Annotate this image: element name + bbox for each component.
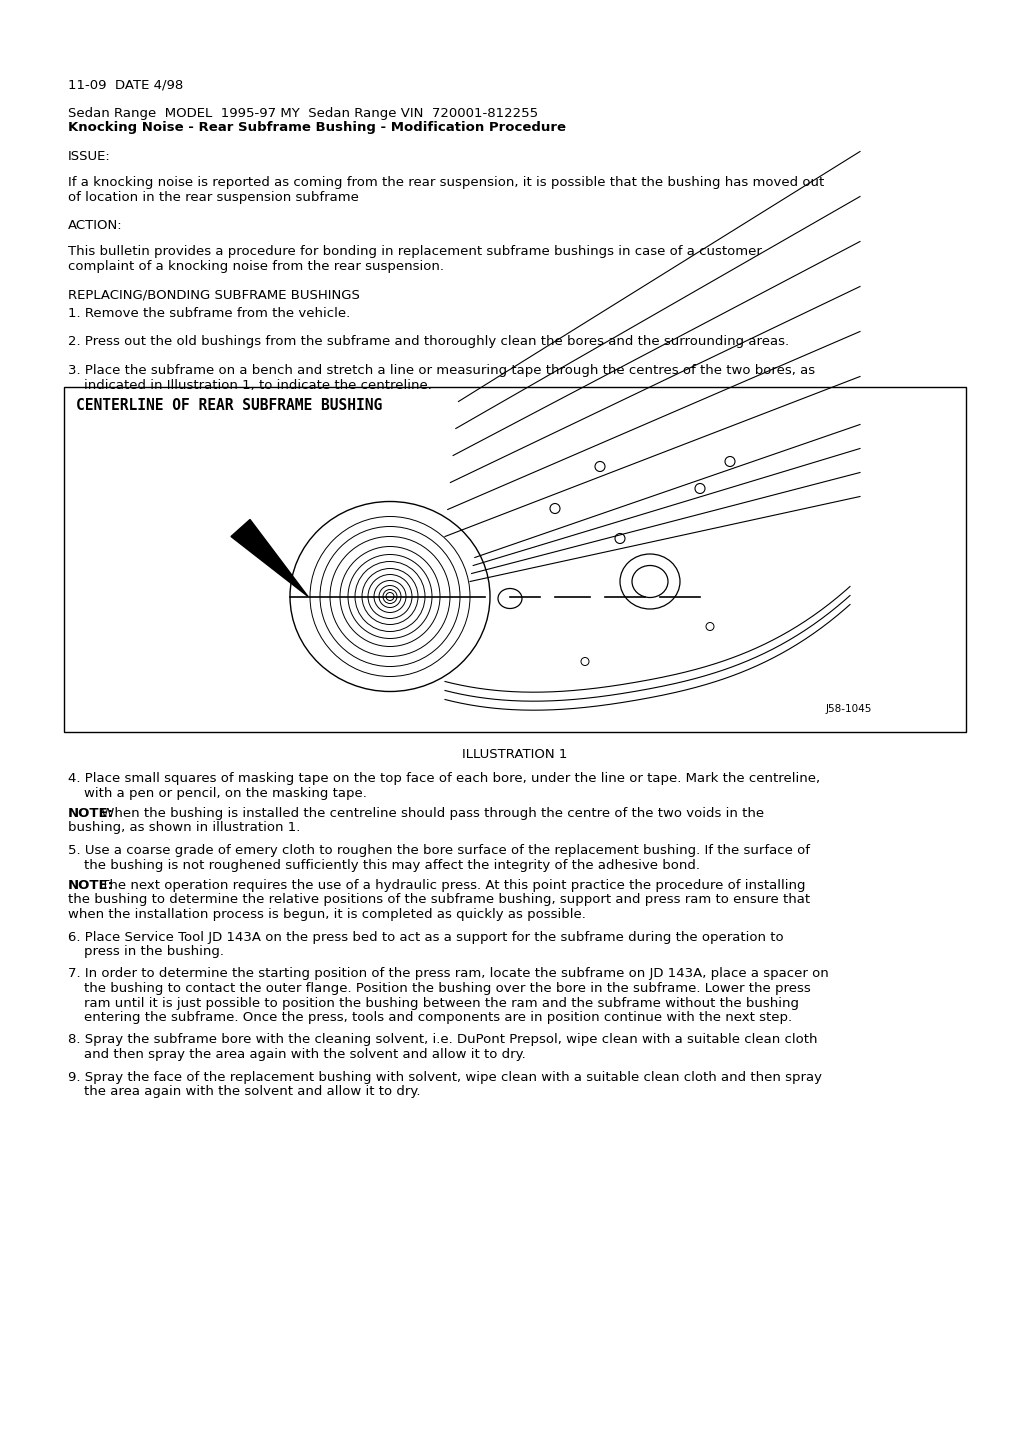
- Text: 8. Spray the subframe bore with the cleaning solvent, i.e. DuPont Prepsol, wipe : 8. Spray the subframe bore with the clea…: [68, 1033, 816, 1046]
- Text: 6. Place Service Tool JD 143A on the press bed to act as a support for the subfr: 6. Place Service Tool JD 143A on the pre…: [68, 931, 783, 944]
- Text: 4. Place small squares of masking tape on the top face of each bore, under the l: 4. Place small squares of masking tape o…: [68, 772, 819, 785]
- Text: 2. Press out the old bushings from the subframe and thoroughly clean the bores a: 2. Press out the old bushings from the s…: [68, 336, 789, 349]
- Text: 1. Remove the subframe from the vehicle.: 1. Remove the subframe from the vehicle.: [68, 307, 350, 320]
- Text: the bushing to determine the relative positions of the subframe bushing, support: the bushing to determine the relative po…: [68, 893, 809, 906]
- Text: and then spray the area again with the solvent and allow it to dry.: and then spray the area again with the s…: [84, 1048, 525, 1061]
- Text: 3. Place the subframe on a bench and stretch a line or measuring tape through th: 3. Place the subframe on a bench and str…: [68, 364, 814, 377]
- Text: This bulletin provides a procedure for bonding in replacement subframe bushings : This bulletin provides a procedure for b…: [68, 245, 761, 258]
- Text: 9. Spray the face of the replacement bushing with solvent, wipe clean with a sui: 9. Spray the face of the replacement bus…: [68, 1071, 821, 1084]
- Text: Sedan Range  MODEL  1995-97 MY  Sedan Range VIN  720001-812255: Sedan Range MODEL 1995-97 MY Sedan Range…: [68, 107, 538, 120]
- Text: press in the bushing.: press in the bushing.: [84, 945, 224, 958]
- Text: when the installation process is begun, it is completed as quickly as possible.: when the installation process is begun, …: [68, 908, 585, 921]
- Text: ISSUE:: ISSUE:: [68, 150, 111, 163]
- Polygon shape: [230, 519, 308, 596]
- Text: indicated in Illustration 1, to indicate the centreline.: indicated in Illustration 1, to indicate…: [84, 378, 431, 391]
- Text: CENTERLINE OF REAR SUBFRAME BUSHING: CENTERLINE OF REAR SUBFRAME BUSHING: [76, 398, 382, 414]
- Text: 11-09  DATE 4/98: 11-09 DATE 4/98: [68, 78, 183, 91]
- Bar: [64, 387, 965, 732]
- Text: Knocking Noise - Rear Subframe Bushing - Modification Procedure: Knocking Noise - Rear Subframe Bushing -…: [68, 121, 566, 134]
- Text: ACTION:: ACTION:: [68, 219, 122, 232]
- Text: The next operation requires the use of a hydraulic press. At this point practice: The next operation requires the use of a…: [98, 879, 805, 892]
- Text: NOTE:: NOTE:: [68, 807, 114, 820]
- Text: ILLUSTRATION 1: ILLUSTRATION 1: [462, 747, 568, 760]
- Text: the bushing is not roughened sufficiently this may affect the integrity of the a: the bushing is not roughened sufficientl…: [84, 859, 699, 872]
- Text: entering the subframe. Once the press, tools and components are in position cont: entering the subframe. Once the press, t…: [84, 1012, 792, 1025]
- Text: complaint of a knocking noise from the rear suspension.: complaint of a knocking noise from the r…: [68, 260, 443, 273]
- Text: When the bushing is installed the centreline should pass through the centre of t: When the bushing is installed the centre…: [98, 807, 764, 820]
- Text: 5. Use a coarse grade of emery cloth to roughen the bore surface of the replacem: 5. Use a coarse grade of emery cloth to …: [68, 844, 809, 857]
- Text: REPLACING/BONDING SUBFRAME BUSHINGS: REPLACING/BONDING SUBFRAME BUSHINGS: [68, 289, 360, 302]
- Text: of location in the rear suspension subframe: of location in the rear suspension subfr…: [68, 190, 359, 203]
- Text: with a pen or pencil, on the masking tape.: with a pen or pencil, on the masking tap…: [84, 786, 367, 799]
- Text: bushing, as shown in illustration 1.: bushing, as shown in illustration 1.: [68, 821, 300, 834]
- Text: NOTE:: NOTE:: [68, 879, 114, 892]
- Text: J58-1045: J58-1045: [825, 704, 871, 713]
- Text: ram until it is just possible to position the bushing between the ram and the su: ram until it is just possible to positio…: [84, 997, 798, 1010]
- Text: the bushing to contact the outer flange. Position the bushing over the bore in t: the bushing to contact the outer flange.…: [84, 983, 810, 996]
- Text: the area again with the solvent and allow it to dry.: the area again with the solvent and allo…: [84, 1085, 420, 1098]
- Text: 7. In order to determine the starting position of the press ram, locate the subf: 7. In order to determine the starting po…: [68, 967, 828, 980]
- Text: If a knocking noise is reported as coming from the rear suspension, it is possib: If a knocking noise is reported as comin…: [68, 176, 823, 189]
